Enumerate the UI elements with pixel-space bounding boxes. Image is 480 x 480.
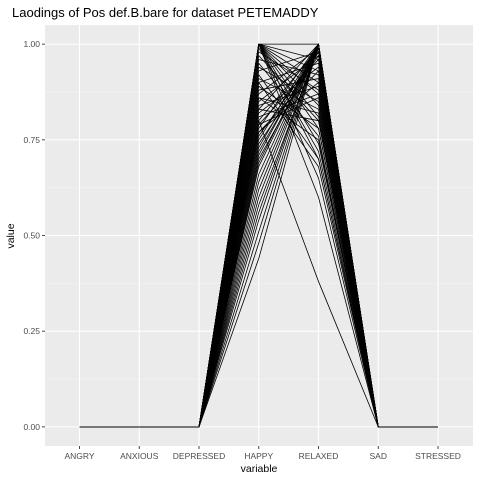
x-axis: ANGRY ANXIOUS DEPRESSED HAPPY RELAXED SAD STRE… xyxy=(64,446,461,461)
y-axis-title: value xyxy=(5,223,17,248)
series-line xyxy=(79,82,438,428)
x-tick-label: HAPPY xyxy=(244,451,273,461)
x-tick-label: ANXIOUS xyxy=(120,451,159,461)
major-gridlines xyxy=(45,25,473,446)
series-lines xyxy=(79,43,438,428)
y-tick-label: 1.00 xyxy=(23,39,40,49)
x-tick-label: SAD xyxy=(370,451,387,461)
chart-title: Laodings of Pos def.B.bare for dataset P… xyxy=(12,5,319,20)
x-tick-label: RELAXED xyxy=(299,451,339,461)
y-axis: 0.00 0.25 0.50 0.75 1.00 xyxy=(23,39,45,432)
y-tick-label: 0.25 xyxy=(23,326,40,336)
y-tick-label: 0.50 xyxy=(23,231,40,241)
x-tick-label: STRESSED xyxy=(415,451,461,461)
x-tick-label: DEPRESSED xyxy=(173,451,225,461)
y-tick-label: 0.75 xyxy=(23,135,40,145)
x-tick-label: ANGRY xyxy=(64,451,94,461)
y-tick-label: 0.00 xyxy=(23,422,40,432)
x-axis-title: variable xyxy=(241,463,278,475)
